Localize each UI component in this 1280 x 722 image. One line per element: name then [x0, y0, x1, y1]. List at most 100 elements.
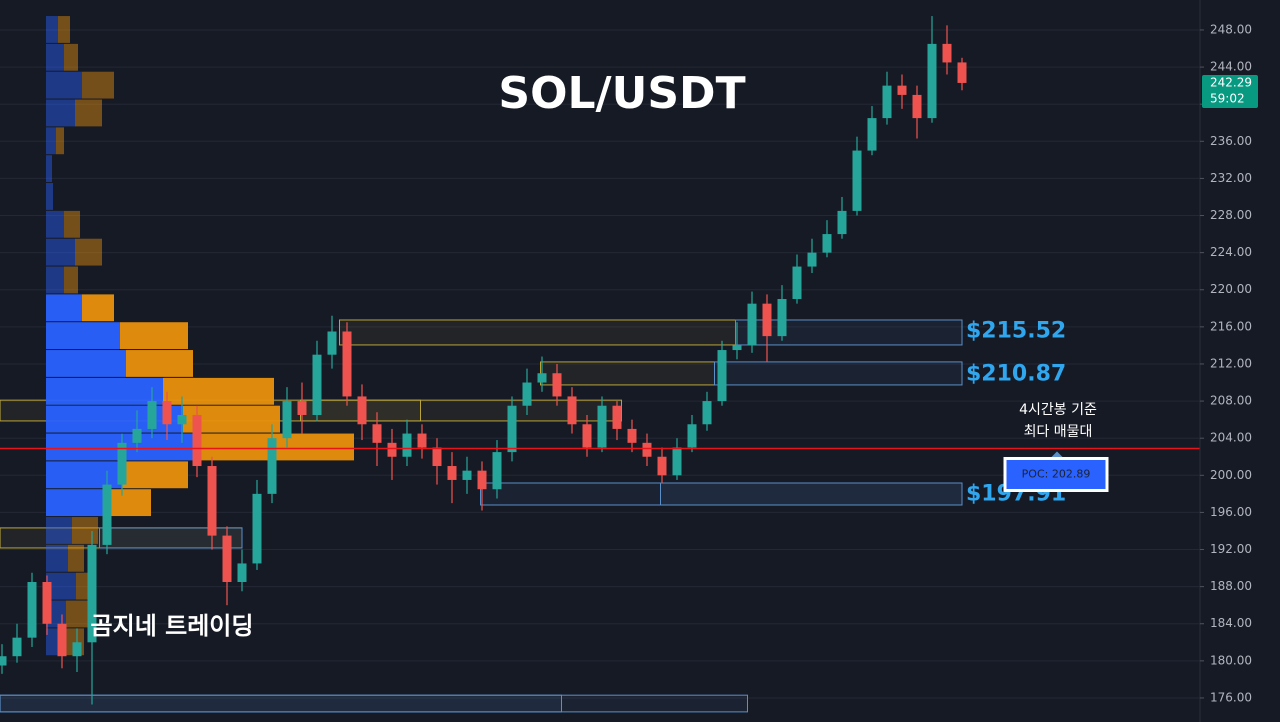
candle-body	[297, 401, 307, 415]
y-tick-label: 184.00	[1210, 616, 1252, 630]
candle-body	[42, 581, 52, 624]
candle-layer	[0, 16, 967, 705]
candle-body	[222, 535, 232, 582]
candle-body	[837, 210, 847, 235]
volume-profile	[46, 16, 354, 656]
candle-body	[612, 405, 622, 429]
candle-body	[852, 150, 862, 211]
candle-body	[102, 484, 112, 545]
y-tick-label: 188.00	[1210, 579, 1252, 593]
candle-body	[462, 470, 472, 480]
candle-body	[867, 118, 877, 151]
candle-body	[912, 94, 922, 119]
profile-sell	[66, 600, 88, 628]
candle-body	[642, 442, 652, 457]
candle-body	[417, 433, 427, 448]
candle-body	[357, 396, 367, 425]
y-tick-label: 236.00	[1210, 134, 1252, 148]
candle-body	[477, 470, 487, 490]
profile-sell	[64, 266, 78, 294]
candle-body	[327, 331, 337, 355]
profile-buy	[46, 266, 64, 294]
candle-body	[402, 433, 412, 457]
profile-sell	[64, 210, 80, 238]
watermark: 곰지네 트레이딩	[91, 612, 254, 640]
profile-buy	[46, 350, 126, 377]
candle-body	[177, 414, 187, 425]
candle-body	[12, 637, 22, 657]
candle-body	[792, 266, 802, 300]
candle-body	[57, 623, 67, 657]
candle-body	[702, 401, 712, 425]
zone-label: $215.52	[966, 318, 1066, 343]
countdown: 59:02	[1210, 91, 1245, 105]
profile-buy	[46, 405, 183, 433]
zone	[735, 319, 963, 346]
y-tick-label: 224.00	[1210, 245, 1252, 259]
candle-body	[507, 405, 517, 453]
candle-body	[27, 581, 37, 638]
zone-label: $210.87	[966, 361, 1066, 386]
y-tick-label: 180.00	[1210, 653, 1252, 667]
candle-body	[132, 428, 142, 443]
last-price: 242.29	[1210, 75, 1252, 89]
poc-box	[1003, 456, 1109, 492]
profile-buy	[46, 238, 75, 266]
candle-body	[567, 396, 577, 425]
y-tick-label: 212.00	[1210, 356, 1252, 370]
annotation: 4시간봉 기준	[1019, 402, 1097, 418]
candle-body	[387, 442, 397, 457]
candle-body	[492, 452, 502, 490]
candle-body	[192, 414, 202, 467]
candle-body	[657, 456, 667, 476]
y-tick-label: 248.00	[1210, 22, 1252, 36]
profile-sell	[82, 71, 114, 99]
profile-buy	[46, 99, 75, 127]
profile-sell	[126, 350, 193, 377]
profile-sell	[75, 99, 102, 127]
candle-body	[777, 299, 787, 337]
y-tick-label: 232.00	[1210, 171, 1252, 185]
y-tick-label: 200.00	[1210, 468, 1252, 482]
candle-body	[162, 401, 172, 425]
profile-buy	[46, 322, 120, 350]
zone	[714, 361, 963, 386]
zone-layer: $215.52$210.87$197.91	[0, 318, 1066, 713]
zone	[540, 361, 715, 386]
candle-body	[627, 428, 637, 443]
candle-body	[72, 642, 82, 657]
profile-buy	[46, 461, 122, 489]
candle-body	[447, 466, 457, 480]
candle-body	[927, 43, 937, 119]
candle-body	[342, 331, 352, 397]
candle-body	[312, 354, 322, 415]
y-tick-label: 204.00	[1210, 431, 1252, 445]
profile-buy	[46, 127, 56, 155]
profile-sell	[82, 294, 114, 322]
candle-body	[882, 85, 892, 119]
profile-sell	[68, 544, 84, 572]
candle-body	[957, 62, 967, 83]
candle-body	[372, 424, 382, 443]
y-tick-label: 216.00	[1210, 319, 1252, 333]
profile-sell	[122, 461, 188, 489]
overlay-layer: POC: 202.89	[0, 447, 1200, 492]
y-tick-label: 228.00	[1210, 208, 1252, 222]
y-tick-label: 220.00	[1210, 282, 1252, 296]
candle-body	[942, 43, 952, 63]
last-price-tag	[1202, 74, 1258, 108]
candle-body	[0, 656, 7, 666]
candle-body	[582, 424, 592, 448]
profile-sell	[58, 16, 70, 43]
zone	[99, 527, 243, 549]
y-tick-label: 208.00	[1210, 394, 1252, 408]
profile-sell	[75, 238, 102, 266]
profile-sell	[200, 433, 354, 461]
profile-buy	[46, 210, 64, 238]
candle-body	[732, 345, 742, 351]
profile-buy	[46, 517, 72, 544]
profile-sell	[64, 43, 78, 71]
profile-buy	[46, 489, 103, 517]
